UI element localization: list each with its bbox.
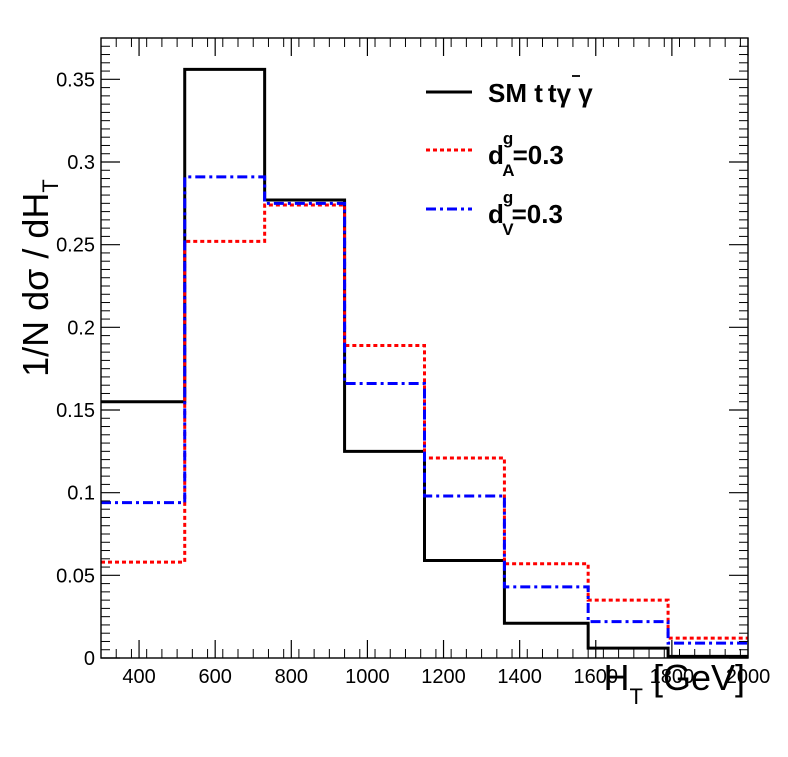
legend-label-dv-main: d [488, 199, 504, 229]
series-layer [101, 67, 748, 658]
y-tick-label: 0.15 [56, 400, 95, 422]
legend: SM t tγ γ dg A=0.3 dg V=0.3 [426, 75, 593, 239]
x-tick-label: 1400 [497, 666, 542, 688]
x-tick-label: 1600 [574, 666, 619, 688]
y-tick-label: 0.35 [56, 69, 95, 91]
series-line-1 [101, 203, 748, 640]
y-tick-label: 0.05 [56, 565, 95, 587]
series-line-2 [101, 175, 748, 645]
y-tick-label: 0.3 [67, 152, 95, 174]
legend-label-sm-main: SM t [488, 78, 543, 108]
legend-label-dv-sup: g [503, 188, 513, 207]
series-line-0 [101, 67, 748, 658]
x-tick-label: 1200 [421, 666, 466, 688]
y-tick-label: 0 [84, 648, 95, 670]
x-tick-label: 1000 [345, 666, 390, 688]
x-tick-label: 400 [122, 666, 155, 688]
y-tick-label: 0.1 [67, 483, 95, 505]
legend-label-da: dg A=0.3 [488, 129, 564, 180]
x-tick-label: 800 [275, 666, 308, 688]
legend-label-da-sup: g [503, 129, 513, 148]
legend-label-sm-tbar: t [548, 78, 557, 108]
legend-label-dv-sub: V [502, 220, 514, 239]
legend-label-dv: dg V=0.3 [488, 188, 563, 239]
legend-label-da-sub: A [502, 161, 514, 180]
legend-label-da-value: =0.3 [513, 140, 564, 170]
legend-label-sm-gammas: γ γ [557, 78, 594, 108]
y-axis-title: 1/N dσ / dHT [15, 179, 63, 377]
legend-label-da-main: d [488, 140, 504, 170]
y-axis-title-sub: T [38, 179, 63, 192]
y-tick-label: 0.2 [67, 317, 95, 339]
x-axis-title: HT [GeV] [604, 657, 746, 709]
tick-labels: 400 600 800 1000 1200 1400 1600 1800 2000 0 0.05 0.… [56, 69, 770, 688]
plot-frame [100, 37, 749, 659]
y-tick-label: 0.25 [56, 235, 95, 257]
legend-label-sm: SM t tγ γ [488, 78, 593, 108]
y-axis-title-main: 1/N d [15, 291, 56, 377]
x-axis-title-unit: [GeV] [653, 657, 745, 698]
x-tick-label: 2000 [726, 666, 771, 688]
legend-label-dv-value: =0.3 [512, 199, 563, 229]
x-tick-label: 600 [198, 666, 231, 688]
y-axis-title-mid: / dH [15, 193, 56, 269]
x-axis-title-sub: T [630, 684, 643, 709]
x-tick-label: 1800 [650, 666, 695, 688]
y-axis-title-sigma: σ [15, 269, 56, 291]
x-axis-title-main: H [604, 657, 630, 698]
